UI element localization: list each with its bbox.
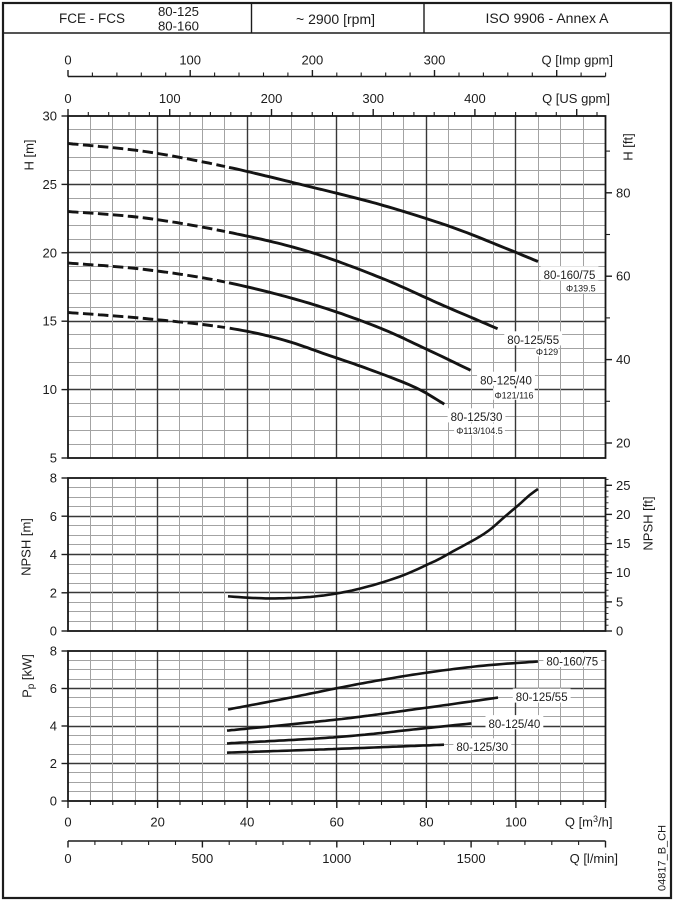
svg-text:0: 0 <box>50 794 57 809</box>
svg-text:80-125: 80-125 <box>158 4 199 19</box>
svg-text:10: 10 <box>616 565 630 580</box>
svg-text:300: 300 <box>424 53 446 68</box>
svg-text:0: 0 <box>64 91 71 106</box>
svg-text:400: 400 <box>464 91 486 106</box>
svg-text:40: 40 <box>616 352 630 367</box>
svg-text:80-125/40: 80-125/40 <box>489 719 541 731</box>
svg-text:~ 2900 [rpm]: ~ 2900 [rpm] <box>296 11 375 27</box>
svg-text:500: 500 <box>192 851 214 866</box>
svg-text:200: 200 <box>261 91 283 106</box>
svg-text:80-125/55: 80-125/55 <box>516 692 568 704</box>
svg-text:25: 25 <box>616 478 630 493</box>
svg-text:30: 30 <box>43 109 57 124</box>
svg-text:8: 8 <box>50 471 57 486</box>
svg-text:60: 60 <box>330 815 344 830</box>
svg-text:40: 40 <box>240 815 254 830</box>
svg-text:1500: 1500 <box>457 851 486 866</box>
svg-text:0: 0 <box>64 851 71 866</box>
svg-text:100: 100 <box>179 53 201 68</box>
svg-text:2: 2 <box>50 756 57 771</box>
svg-text:80-160/75: 80-160/75 <box>546 657 598 669</box>
svg-text:60: 60 <box>616 269 630 284</box>
svg-text:Φ129: Φ129 <box>536 347 558 357</box>
svg-text:6: 6 <box>50 681 57 696</box>
svg-text:5: 5 <box>616 594 623 609</box>
svg-text:Q [l/min]: Q [l/min] <box>570 851 618 866</box>
svg-text:Q [m3/h]: Q [m3/h] <box>565 814 613 830</box>
svg-text:80-125/30: 80-125/30 <box>456 742 508 754</box>
svg-text:0: 0 <box>616 624 623 639</box>
svg-text:1000: 1000 <box>322 851 351 866</box>
svg-text:20: 20 <box>616 507 630 522</box>
svg-text:80-160/75: 80-160/75 <box>544 270 596 282</box>
svg-text:15: 15 <box>43 314 57 329</box>
svg-text:100: 100 <box>159 91 181 106</box>
svg-text:15: 15 <box>616 536 630 551</box>
svg-text:Q [Imp gpm]: Q [Imp gpm] <box>541 53 613 68</box>
svg-text:100: 100 <box>505 815 527 830</box>
svg-text:6: 6 <box>50 509 57 524</box>
svg-text:8: 8 <box>50 644 57 659</box>
svg-text:2: 2 <box>50 585 57 600</box>
svg-text:H [m]: H [m] <box>22 139 37 170</box>
svg-text:Pp [kW]: Pp [kW] <box>20 654 38 698</box>
svg-text:H [ft]: H [ft] <box>621 133 636 160</box>
svg-text:80: 80 <box>419 815 433 830</box>
svg-text:4: 4 <box>50 547 57 562</box>
svg-text:0: 0 <box>64 815 71 830</box>
svg-text:300: 300 <box>362 91 384 106</box>
svg-text:25: 25 <box>43 177 57 192</box>
svg-text:80-125/30: 80-125/30 <box>451 412 503 424</box>
svg-text:4: 4 <box>50 719 57 734</box>
svg-text:Q [US gpm]: Q [US gpm] <box>542 91 610 106</box>
svg-text:Φ113/104.5: Φ113/104.5 <box>456 426 503 436</box>
svg-text:Φ139.5: Φ139.5 <box>566 284 596 294</box>
svg-text:80-125/40: 80-125/40 <box>480 375 532 387</box>
svg-text:5: 5 <box>50 451 57 466</box>
svg-text:80-125/55: 80-125/55 <box>507 335 559 347</box>
svg-text:NPSH [m]: NPSH [m] <box>19 518 34 576</box>
svg-text:20: 20 <box>616 436 630 451</box>
svg-text:04817_B_CH: 04817_B_CH <box>657 825 669 891</box>
svg-text:0: 0 <box>64 53 71 68</box>
svg-text:10: 10 <box>43 382 57 397</box>
svg-text:20: 20 <box>43 245 57 260</box>
svg-text:80: 80 <box>616 185 630 200</box>
svg-text:NPSH [ft]: NPSH [ft] <box>641 496 656 550</box>
svg-text:Φ121/116: Φ121/116 <box>494 391 533 401</box>
svg-text:FCE - FCS: FCE - FCS <box>59 11 125 26</box>
svg-text:20: 20 <box>150 815 164 830</box>
svg-text:ISO 9906 - Annex A: ISO 9906 - Annex A <box>486 10 610 26</box>
svg-text:0: 0 <box>50 624 57 639</box>
svg-text:200: 200 <box>302 53 324 68</box>
svg-text:80-160: 80-160 <box>158 19 199 34</box>
